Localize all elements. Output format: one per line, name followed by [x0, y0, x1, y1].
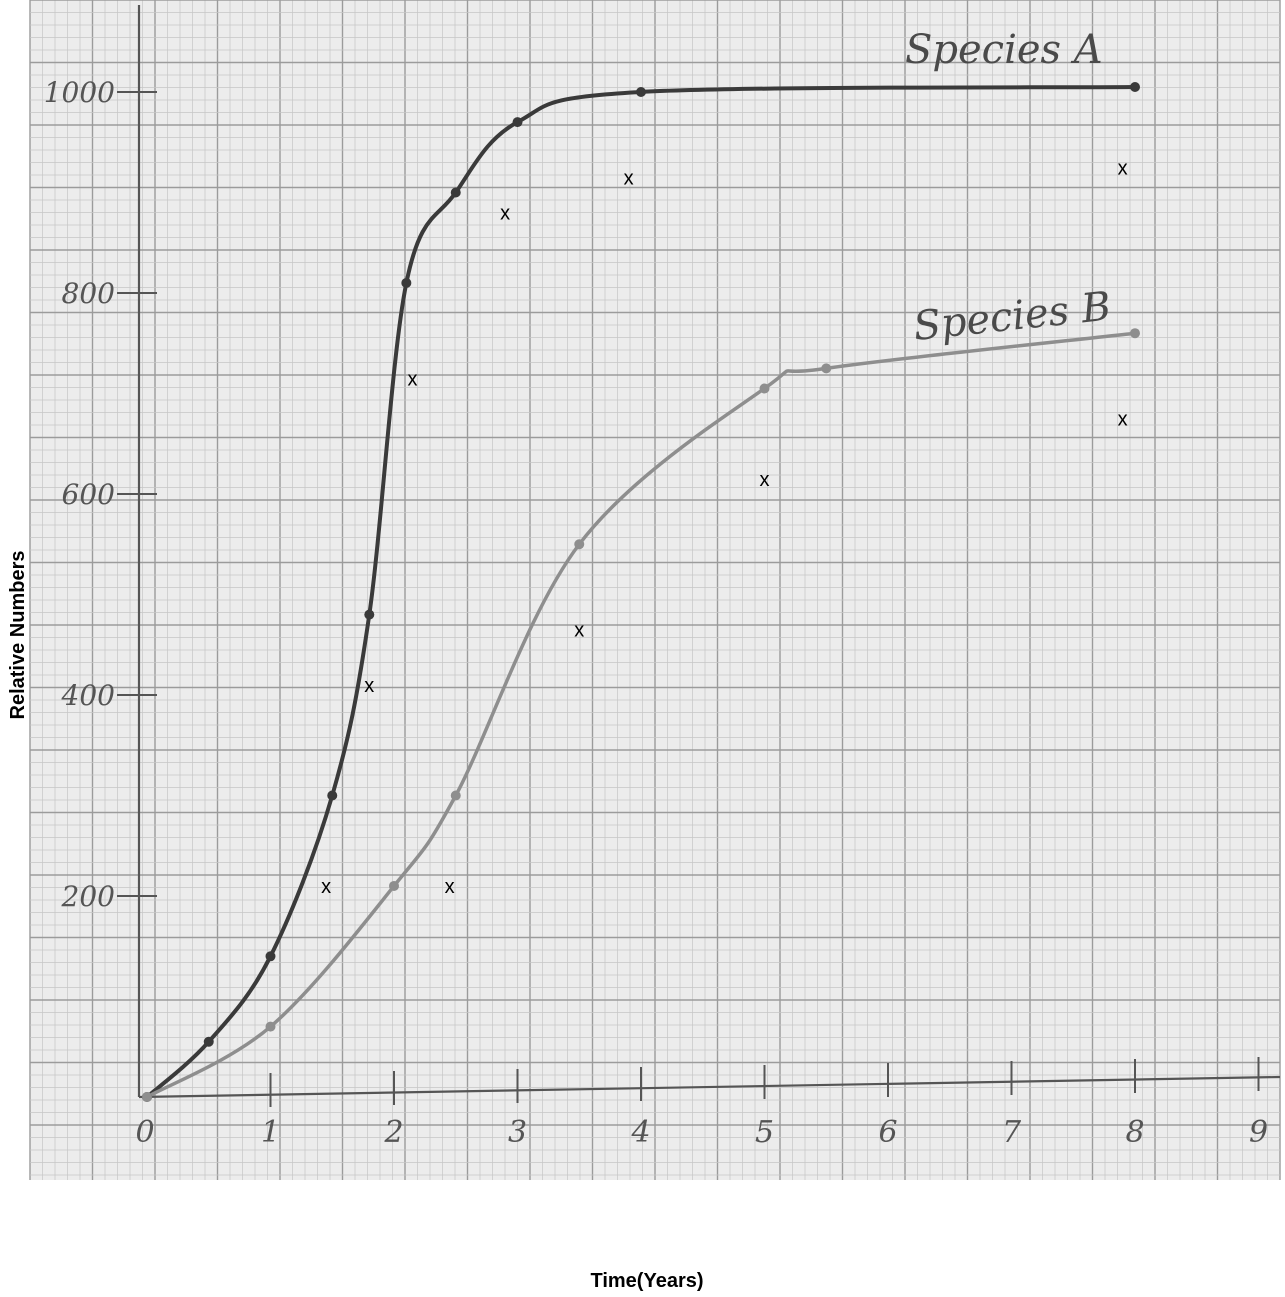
x-marker: x — [321, 876, 331, 898]
data-point — [142, 1092, 152, 1102]
x-marker: x — [1118, 157, 1128, 179]
data-point — [1130, 81, 1140, 92]
x-tick-label: 1 — [261, 1115, 280, 1150]
x-marks: x x x x x x x x x x — [321, 157, 1128, 898]
data-point — [203, 1036, 214, 1047]
y-tick-label: 1000 — [44, 76, 115, 109]
data-point — [1130, 328, 1140, 339]
data-point — [327, 790, 338, 801]
x-tick-label: 5 — [755, 1115, 774, 1150]
axes — [137, 5, 1281, 1099]
x-tick-label: 0 — [135, 1115, 154, 1150]
x-marker: x — [500, 203, 510, 225]
data-point — [389, 880, 399, 891]
x-tick-label: 2 — [383, 1115, 403, 1150]
x-marker: x — [1118, 409, 1128, 431]
x-tick-label: 8 — [1125, 1115, 1144, 1150]
y-tick-label: 200 — [61, 880, 115, 913]
data-point — [265, 1021, 276, 1032]
data-point — [450, 790, 461, 801]
data-point — [450, 187, 461, 198]
data-point — [636, 87, 646, 97]
y-axis-title: Relative Numbers — [7, 551, 29, 720]
data-point — [821, 363, 832, 374]
x-marker: x — [574, 620, 584, 642]
x-marker: x — [760, 469, 770, 491]
data-point — [512, 117, 523, 128]
data-point — [265, 951, 276, 962]
data-point — [364, 609, 375, 620]
series-points — [142, 81, 1140, 1102]
x-axis-title: Time(Years) — [590, 1270, 703, 1292]
data-point — [574, 539, 585, 550]
x-axis-line — [138, 1075, 1281, 1099]
x-tick-label: 7 — [1002, 1115, 1022, 1150]
x-tick-label: 4 — [630, 1115, 650, 1150]
grid — [29, 0, 1281, 1180]
x-tick-label: 6 — [878, 1115, 897, 1150]
x-tick-label: 9 — [1249, 1115, 1268, 1150]
x-tick-label: 3 — [508, 1115, 527, 1150]
x-marker: x — [408, 368, 418, 390]
y-tick-label: 400 — [61, 679, 115, 712]
x-marker: x — [445, 876, 455, 898]
data-point — [759, 383, 770, 394]
y-tick-label: 800 — [62, 277, 115, 310]
data-point — [401, 277, 412, 288]
x-marker: x — [624, 167, 634, 189]
x-marker: x — [364, 675, 374, 697]
ticks: 0 1 2 3 4 5 6 7 8 9 200 400 600 800 1000 — [44, 76, 1268, 1150]
series-label-species-a: Species A — [905, 27, 1103, 73]
y-tick-label: 600 — [62, 478, 115, 511]
